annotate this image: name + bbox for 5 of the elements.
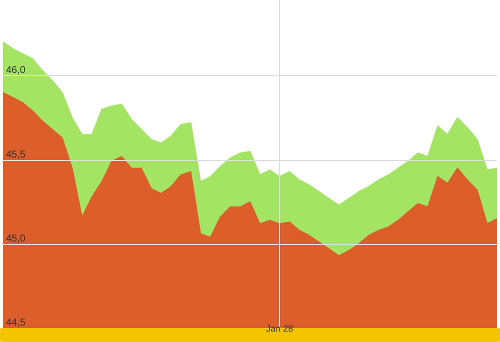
x-tick-label: Jan 28	[266, 324, 294, 334]
y-tick-label: 45,0	[6, 233, 26, 244]
y-tick-label: 44,5	[6, 318, 26, 328]
y-tick-label: 45,5	[6, 149, 26, 160]
y-tick-label: 46,0	[6, 65, 26, 76]
